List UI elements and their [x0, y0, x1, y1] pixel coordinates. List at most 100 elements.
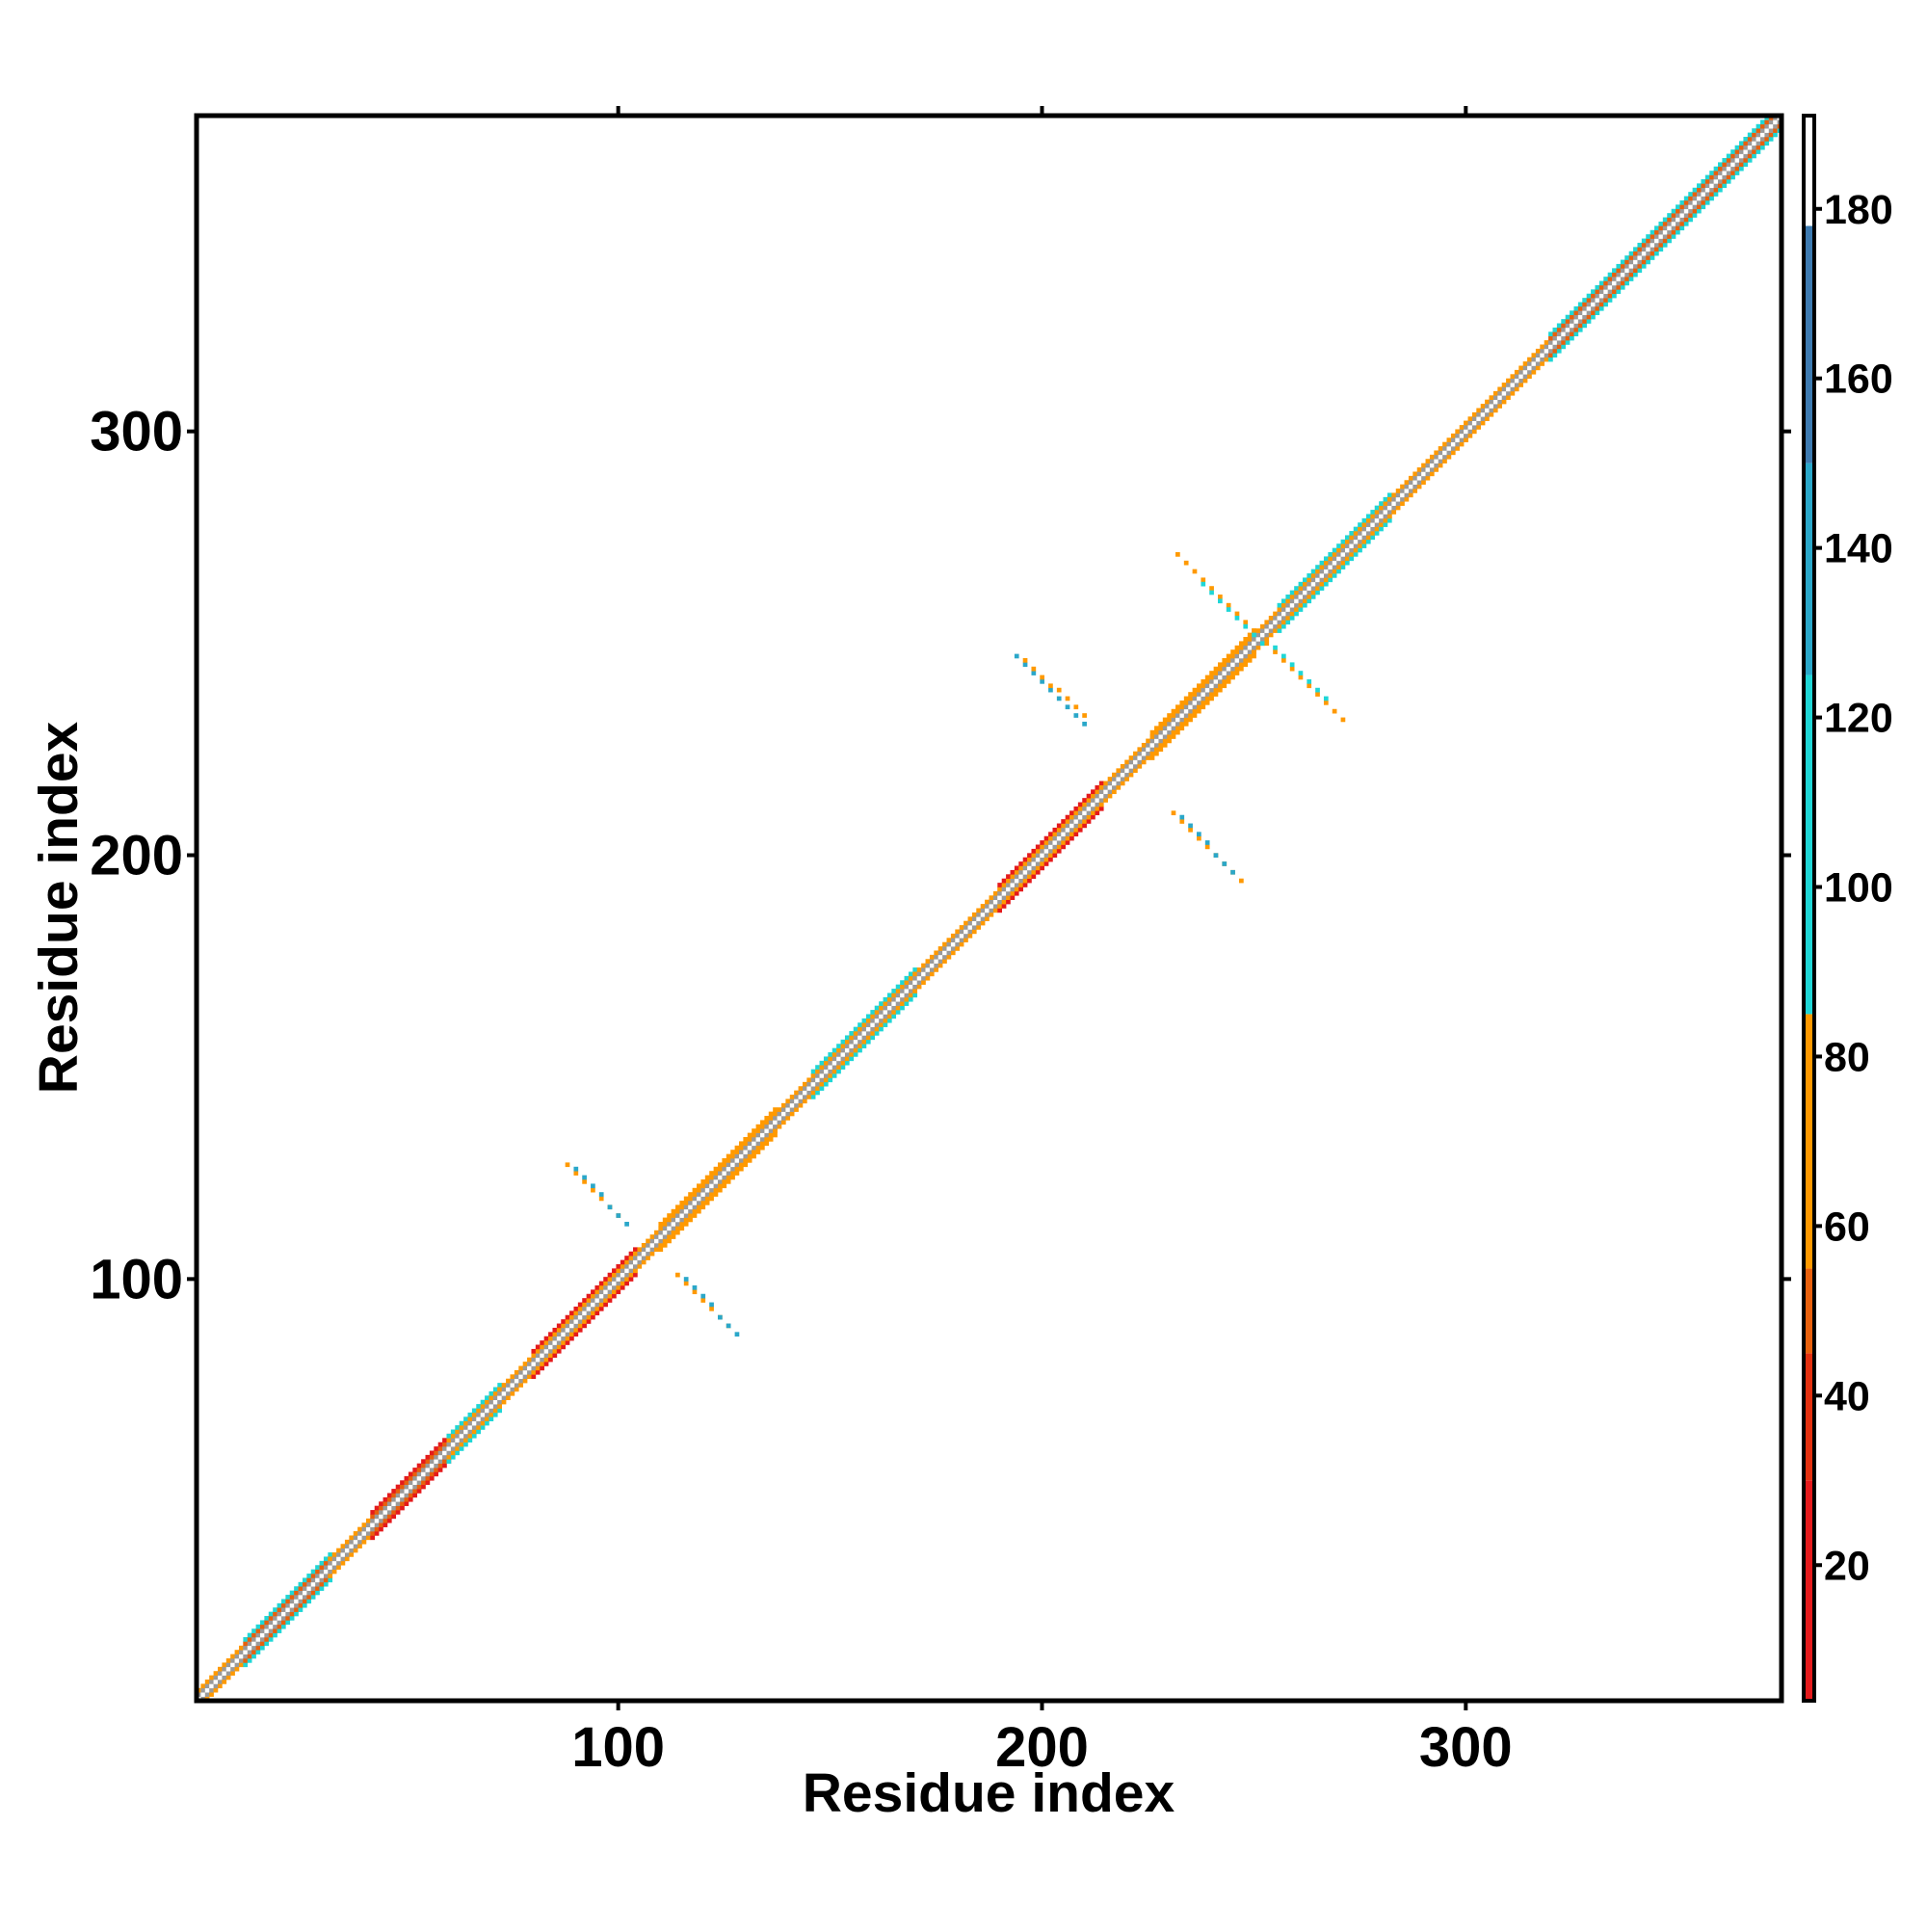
heatmap-cell [1722, 178, 1728, 184]
heatmap-cell [692, 1213, 698, 1218]
heatmap-cell [976, 920, 981, 926]
heatmap-cell [971, 912, 977, 917]
heatmap-cell [1704, 174, 1710, 180]
heatmap-cell [823, 1065, 829, 1070]
heatmap-cell [671, 1234, 676, 1239]
heatmap-cell [1739, 149, 1744, 154]
heatmap-cell [577, 1323, 583, 1329]
heatmap-cell [510, 1383, 515, 1388]
heatmap-cell [849, 1035, 855, 1041]
heatmap-cell [1146, 747, 1150, 753]
heatmap-cell [815, 1086, 820, 1091]
heatmap-cell [759, 1120, 765, 1125]
heatmap-cell [594, 1302, 600, 1308]
heatmap-cell [967, 916, 973, 921]
heatmap-cell [1764, 119, 1770, 125]
heatmap-cell [1230, 666, 1235, 672]
heatmap-cell [616, 1263, 621, 1269]
heatmap-cell [1328, 565, 1333, 569]
heatmap-cell [1514, 383, 1519, 387]
heatmap-cell [755, 1150, 761, 1154]
heatmap-cell [925, 967, 931, 972]
heatmap-cell [485, 1412, 489, 1417]
heatmap-cell [268, 1632, 274, 1638]
heatmap-cell [752, 1128, 756, 1133]
heatmap-cell [1285, 616, 1291, 621]
heatmap-cell [616, 1284, 621, 1290]
heatmap-cell [912, 967, 918, 972]
heatmap-cell [1158, 726, 1164, 731]
heatmap-cell [1683, 199, 1689, 205]
heatmap-cell [476, 1429, 481, 1435]
heatmap-cell [1065, 814, 1070, 820]
contact-cell [692, 1284, 698, 1290]
heatmap-cell [950, 938, 956, 942]
heatmap-cell [450, 1433, 456, 1439]
heatmap-cell [886, 1005, 892, 1011]
heatmap-cell [895, 1010, 901, 1015]
heatmap-cell [1671, 234, 1676, 239]
heatmap-cell [273, 1628, 277, 1633]
heatmap-cell [1455, 429, 1461, 435]
heatmap-cell [603, 1289, 608, 1295]
heatmap-cell [967, 925, 973, 930]
heatmap-cell [1010, 890, 1016, 896]
heatmap-cell [488, 1416, 494, 1422]
heatmap-cell [688, 1196, 693, 1202]
heatmap-cell [1188, 700, 1193, 705]
heatmap-cell [586, 1302, 592, 1308]
heatmap-cell [1040, 853, 1044, 859]
heatmap-cell [1676, 229, 1680, 235]
heatmap-cell [315, 1581, 320, 1587]
contact-cell [573, 1166, 579, 1172]
heatmap-cell [1167, 713, 1172, 718]
heatmap-cell [421, 1463, 426, 1469]
heatmap-cell [251, 1650, 256, 1654]
heatmap-cell [395, 1493, 401, 1498]
heatmap-cell [518, 1378, 523, 1384]
heatmap-cell [1158, 734, 1164, 739]
heatmap-cell [789, 1111, 795, 1117]
contact-cell [1243, 620, 1249, 625]
contact-cell [726, 1323, 731, 1329]
heatmap-cell [412, 1471, 418, 1477]
heatmap-cell [1361, 531, 1367, 536]
heatmap-cell [849, 1031, 855, 1036]
heatmap-cell [1425, 463, 1431, 468]
heatmap-cell [1561, 323, 1566, 329]
heatmap-cell [1709, 171, 1714, 175]
heatmap-cell [506, 1387, 511, 1392]
heatmap-cell [1052, 853, 1058, 859]
heatmap-cell [1730, 157, 1735, 163]
heatmap-cell [1307, 598, 1312, 604]
heatmap-cell [1561, 335, 1566, 341]
heatmap-cell [586, 1314, 592, 1320]
heatmap-cell [1197, 704, 1201, 710]
heatmap-cell [1773, 132, 1778, 138]
heatmap-cell [612, 1268, 617, 1274]
heatmap-cell [1264, 623, 1270, 629]
heatmap-cell [1497, 390, 1503, 396]
heatmap-cell [404, 1484, 409, 1490]
heatmap-cell [1014, 887, 1019, 892]
heatmap-cell [1273, 611, 1278, 617]
heatmap-cell [1277, 607, 1282, 612]
heatmap-cell [832, 1069, 837, 1074]
heatmap-cell [349, 1535, 355, 1541]
heatmap-cell [1713, 192, 1719, 197]
heatmap-cell [1146, 755, 1150, 760]
heatmap-cell [1730, 166, 1735, 172]
heatmap-cell [908, 992, 913, 998]
heatmap-cell [319, 1577, 325, 1583]
y-tick-label: 200 [90, 825, 183, 887]
heatmap-cell [340, 1544, 346, 1548]
heatmap-cell [607, 1284, 613, 1290]
heatmap-cell [633, 1259, 638, 1265]
heatmap-cell [540, 1357, 544, 1363]
heatmap-cell [1280, 616, 1286, 621]
heatmap-cell [1607, 280, 1613, 286]
heatmap-cell [1755, 132, 1761, 138]
colorbar-tick-label: 120 [1824, 696, 1893, 742]
heatmap-cell [1404, 492, 1410, 498]
heatmap-cell [1154, 742, 1159, 748]
